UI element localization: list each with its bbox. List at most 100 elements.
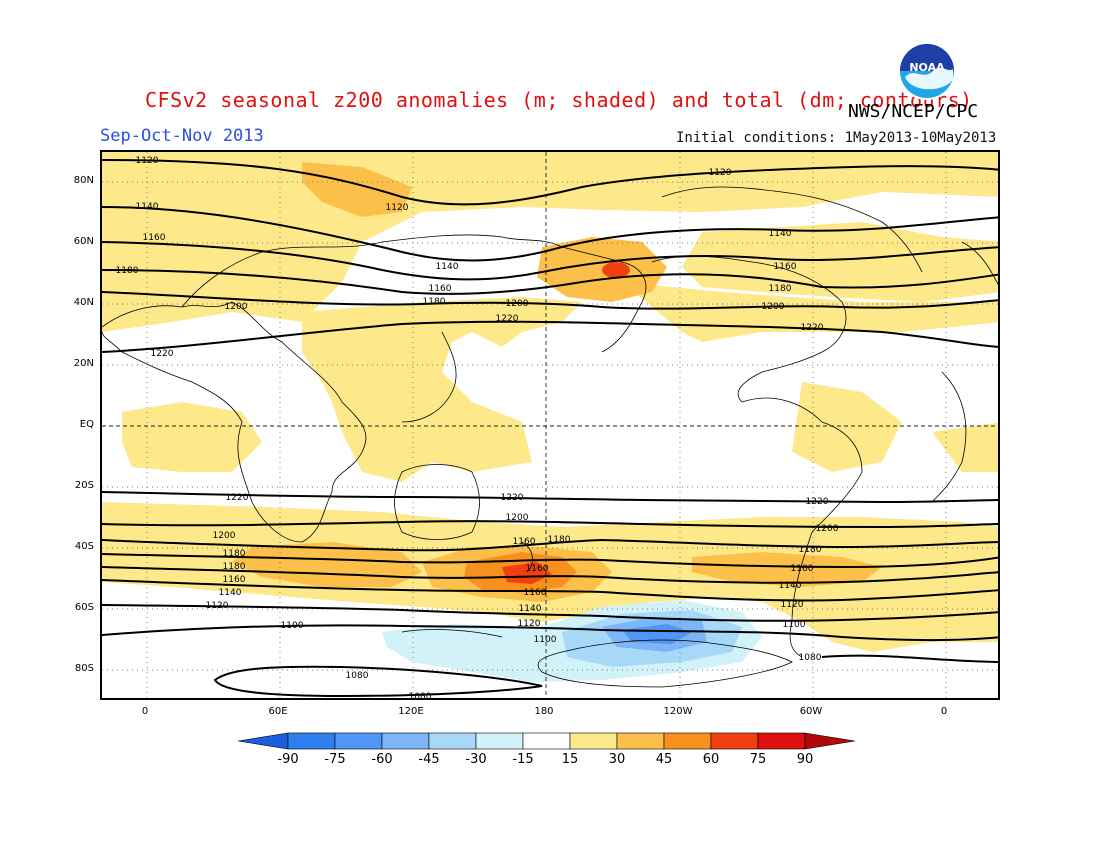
colorbar-swatch (710, 732, 759, 750)
contour-label: 1180 (769, 284, 792, 294)
season-label: Sep-Oct-Nov 2013 (100, 126, 264, 146)
colorbar (238, 732, 856, 750)
agency-label: NWS/NCEP/CPC (848, 101, 979, 122)
contour-label: 1140 (436, 262, 459, 272)
colorbar-label: 15 (561, 752, 579, 767)
colorbar-label: -45 (418, 752, 440, 767)
colorbar-label: -90 (277, 752, 299, 767)
contour-label: 1160 (429, 284, 452, 294)
colorbar-label: -30 (465, 752, 487, 767)
lon-label-60w: 60W (799, 706, 823, 717)
colorbar-swatch (475, 732, 524, 750)
colorbar-swatch (804, 732, 856, 750)
contour-label: 1120 (136, 156, 159, 166)
colorbar-label: -60 (371, 752, 393, 767)
lon-label-120e: 120E (398, 706, 424, 717)
contour-label: 1100 (534, 635, 557, 645)
contour-label: 1140 (136, 202, 159, 212)
colorbar-swatch (663, 732, 712, 750)
contour-label: 1160 (774, 262, 797, 272)
colorbar-label: 75 (749, 752, 767, 767)
noaa-logo-text: NOAA (909, 61, 945, 74)
lat-label-40s: 40S (74, 541, 94, 552)
lon-label-60e: 60E (268, 706, 288, 717)
lat-label-80s: 80S (74, 663, 94, 674)
contour-label: 1220 (806, 497, 829, 507)
contour-label: 1160 (223, 575, 246, 585)
colorbar-label: 60 (702, 752, 720, 767)
colorbar-swatch (428, 732, 477, 750)
contour-label: 1200 (762, 302, 785, 312)
contour-label: 1220 (501, 493, 524, 503)
contour-label: 1160 (791, 564, 814, 574)
contour-label: 1160 (526, 564, 549, 574)
map-panel: 1120 1120 1120 1140 1140 1140 1160 1160 … (100, 150, 1000, 700)
contour-label: 1200 (506, 513, 529, 523)
contour-label: 1140 (519, 604, 542, 614)
lat-label-40n: 40N (73, 297, 94, 308)
lat-label-60n: 60N (73, 236, 94, 247)
equator-dateline (102, 152, 998, 698)
lon-label-0-east: 0 (940, 706, 948, 717)
colorbar-label: 30 (608, 752, 626, 767)
colorbar-swatch (569, 732, 618, 750)
contour-label: 1180 (223, 562, 246, 572)
contour-label: 1100 (281, 621, 304, 631)
colorbar-swatch (238, 732, 289, 750)
colorbar-label: -15 (512, 752, 534, 767)
contour-label: 1140 (779, 581, 802, 591)
contour-label: 1120 (206, 601, 229, 611)
contour-label: 1120 (386, 203, 409, 213)
contour-label: 1080 (409, 692, 432, 700)
initial-conditions-label: Initial conditions: 1May2013-10May2013 (676, 130, 997, 146)
colorbar-swatch (381, 732, 430, 750)
contour-label: 1140 (769, 229, 792, 239)
contour-label: 1120 (781, 600, 804, 610)
lat-label-80n: 80N (73, 175, 94, 186)
contour-label: 1080 (799, 653, 822, 663)
colorbar-label: 45 (655, 752, 673, 767)
height-contours (102, 159, 998, 698)
chart-title: CFSv2 seasonal z200 anomalies (m; shaded… (145, 88, 973, 112)
contour-label: 1180 (423, 297, 446, 307)
contour-label: 1200 (506, 299, 529, 309)
colorbar-label: -75 (324, 752, 346, 767)
lon-label-180: 180 (534, 706, 554, 717)
contour-label: 1160 (513, 537, 536, 547)
contour-label: 1160 (524, 588, 547, 598)
contour-label: 1180 (116, 266, 139, 276)
contour-label: 1220 (151, 349, 174, 359)
contour-label: 1200 (213, 531, 236, 541)
contour-label: 1120 (709, 168, 732, 178)
anomaly-shading-blue (382, 600, 762, 682)
colorbar-swatch (757, 732, 806, 750)
contour-label: 1160 (143, 233, 166, 243)
contour-label: 1140 (219, 588, 242, 598)
contour-label: 1180 (223, 549, 246, 559)
lat-label-eq: EQ (79, 419, 94, 430)
colorbar-swatch (334, 732, 383, 750)
contour-label: 1220 (801, 323, 824, 333)
contour-label: 1220 (496, 314, 519, 324)
contour-label: 1100 (783, 620, 806, 630)
lat-label-20n: 20N (73, 358, 94, 369)
contour-label: 1080 (346, 671, 369, 681)
lon-label-120w: 120W (663, 706, 693, 717)
contour-label: 1220 (226, 493, 249, 503)
contour-label: 1120 (518, 619, 541, 629)
contour-label: 1180 (799, 545, 822, 555)
map-svg: 1120 1120 1120 1140 1140 1140 1160 1160 … (102, 152, 998, 700)
contour-label: 1200 (225, 302, 248, 312)
colorbar-swatches (238, 732, 856, 750)
colorbar-swatch (287, 732, 336, 750)
noaa-logo: NOAA (898, 42, 956, 100)
lon-label-0: 0 (141, 706, 149, 717)
colorbar-swatch (522, 732, 571, 750)
contour-label: 1180 (548, 535, 571, 545)
contour-labels: 1120 1120 1120 1140 1140 1140 1160 1160 … (116, 156, 839, 700)
contour-label: 1200 (816, 524, 839, 534)
lat-label-60s: 60S (74, 602, 94, 613)
colorbar-swatch (616, 732, 665, 750)
lat-label-20s: 20S (74, 480, 94, 491)
colorbar-label: 90 (796, 752, 814, 767)
